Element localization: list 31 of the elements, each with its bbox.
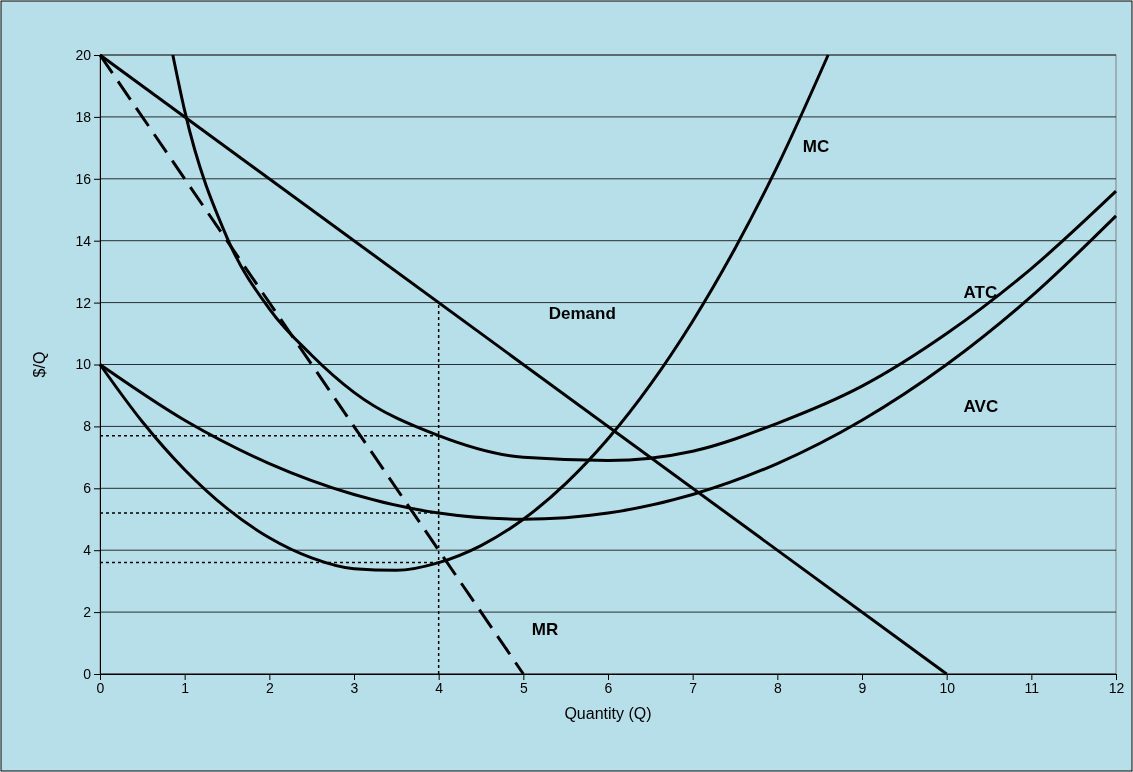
x-tick-label: 10 (939, 679, 956, 696)
x-tick-label: 0 (96, 679, 105, 696)
y-tick-label: 16 (75, 170, 92, 187)
y-tick-label: 12 (75, 294, 92, 311)
x-tick-label: 2 (265, 679, 274, 696)
y-axis-title: $/Q (31, 351, 48, 378)
text: Demand (548, 304, 616, 324)
y-tick-label: 18 (75, 108, 92, 125)
y-tick-label: 14 (75, 232, 92, 249)
x-tick-label: 9 (858, 679, 867, 696)
y-tick-label: 10 (75, 356, 92, 373)
x-tick-label: 1 (181, 679, 190, 696)
y-tick-label: 6 (83, 480, 92, 497)
x-tick-label: 11 (1024, 679, 1040, 696)
x-tick-label: 7 (689, 679, 698, 696)
x-tick-label: 5 (519, 679, 528, 696)
x-axis-title: Quantity (Q) (564, 705, 652, 722)
y-tick-label: 2 (83, 604, 92, 621)
y-tick-label: 8 (83, 418, 92, 435)
text: AVC (963, 397, 999, 417)
y-tick-label: 20 (75, 46, 92, 63)
x-tick-label: 4 (435, 679, 444, 696)
series-label: MR (531, 620, 559, 640)
y-tick-label: 0 (83, 665, 92, 682)
y-tick-label: 4 (83, 542, 92, 559)
series-label: MC (802, 137, 830, 157)
x-tick-label: 6 (604, 679, 613, 696)
series-label: ATC (963, 282, 998, 302)
x-tick-label: 3 (350, 679, 359, 696)
x-tick-label: 8 (773, 679, 782, 696)
x-tick-label: 12 (1108, 679, 1125, 696)
